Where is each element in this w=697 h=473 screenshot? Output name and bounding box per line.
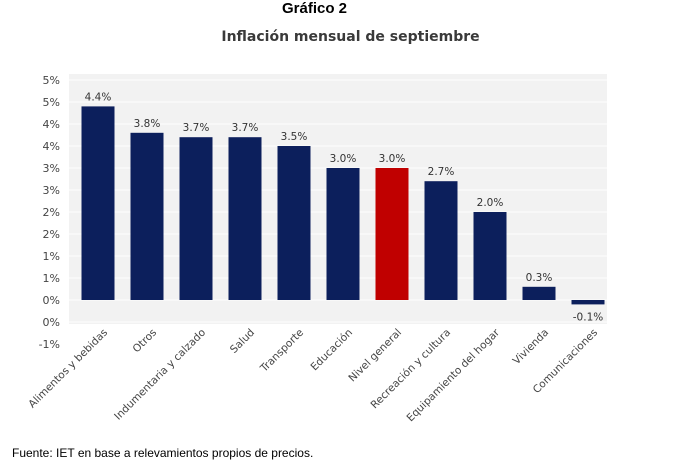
bar (375, 168, 409, 300)
bar (522, 286, 556, 300)
y-tick-label: 1% (43, 272, 60, 285)
y-tick-label: 5% (43, 96, 60, 109)
data-label: 3.7% (232, 122, 259, 134)
category-label: Educación (308, 327, 355, 374)
bars (81, 106, 605, 305)
y-tick-label: 0% (43, 294, 60, 307)
bar (81, 106, 115, 301)
category-label: Recreación y cultura (369, 327, 454, 412)
bar (424, 181, 458, 300)
category-label: Vivienda (511, 327, 551, 367)
data-label: 3.0% (330, 153, 357, 165)
category-label: Indumentaria y calzado (112, 327, 208, 423)
y-tick-label: 0% (43, 316, 60, 329)
y-tick-label: 2% (43, 228, 60, 241)
data-label: 2.0% (477, 197, 504, 209)
figure-caption: Gráfico 2 (0, 0, 697, 18)
chart-title: Inflación mensual de septiembre (0, 29, 697, 45)
y-tick-label: 1% (43, 250, 60, 263)
data-label: 0.3% (526, 272, 553, 284)
y-tick-label: 5% (43, 74, 60, 87)
y-tick-label: 3% (43, 184, 60, 197)
category-label: Transporte (258, 327, 307, 376)
source-note: Fuente: IET en base a relevamientos prop… (12, 446, 314, 460)
category-label: Otros (131, 327, 160, 356)
data-label: 3.8% (134, 118, 161, 130)
bar (277, 146, 311, 300)
y-axis-ticks: -1% 0% 0% 1% 1% 2% 2% 3% 3% 4% 4% 5% 5% (39, 74, 60, 351)
bar (326, 168, 360, 300)
y-tick-label: 3% (43, 162, 60, 175)
bar (228, 137, 262, 300)
data-label: 3.7% (183, 122, 210, 134)
y-tick-label: -1% (39, 338, 60, 351)
chart-title-text: Inflación mensual de septiembre (221, 29, 480, 45)
data-label: 4.4% (85, 91, 112, 103)
data-label: 2.7% (428, 166, 455, 178)
y-tick-label: 2% (43, 206, 60, 219)
data-label: 3.0% (379, 153, 406, 165)
bar (473, 212, 507, 300)
category-label: Salud (228, 327, 257, 356)
data-labels: 4.4% 3.8% 3.7% 3.7% 3.5% 3.0% 3.0% 2.7% 2.0% 0.3%… (85, 91, 604, 323)
y-tick-label: 4% (43, 140, 60, 153)
category-label: Equipamiento del hogar (405, 326, 503, 424)
data-label: -0.1% (573, 311, 603, 323)
bar (130, 132, 164, 300)
y-tick-label: 4% (43, 118, 60, 131)
bar (179, 137, 213, 300)
figure-caption-text: Gráfico 2 (281, 0, 348, 17)
data-label: 3.5% (281, 131, 308, 143)
bar (571, 300, 605, 305)
